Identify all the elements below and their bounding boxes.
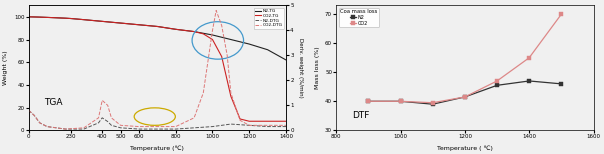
- Text: TGA: TGA: [44, 98, 63, 107]
- Y-axis label: Mass loss (%): Mass loss (%): [315, 47, 320, 89]
- Legend: N2, CO2: N2, CO2: [339, 8, 379, 27]
- Line: CO2: CO2: [367, 12, 564, 105]
- Line: N2: N2: [367, 79, 564, 106]
- Legend: N2-TG, CO2-TG, N2-DTG, CO2-DTG: N2-TG, CO2-TG, N2-DTG, CO2-DTG: [254, 8, 284, 29]
- CO2: [557, 13, 565, 15]
- CO2: [365, 100, 372, 102]
- CO2: [397, 100, 404, 102]
- N2: [461, 96, 469, 98]
- CO2: [525, 57, 533, 59]
- CO2: [429, 102, 436, 104]
- Y-axis label: Deriv. weight (%/min): Deriv. weight (%/min): [298, 38, 303, 98]
- N2: [557, 83, 565, 85]
- X-axis label: Temperature ( ℃): Temperature ( ℃): [437, 145, 493, 150]
- CO2: [493, 80, 501, 82]
- N2: [397, 100, 404, 102]
- Y-axis label: Weight (%): Weight (%): [4, 51, 8, 85]
- N2: [429, 103, 436, 105]
- X-axis label: Temperature (℃): Temperature (℃): [130, 145, 184, 150]
- Text: DTF: DTF: [352, 111, 369, 120]
- N2: [493, 84, 501, 86]
- N2: [365, 100, 372, 102]
- N2: [525, 80, 533, 82]
- CO2: [461, 96, 469, 98]
